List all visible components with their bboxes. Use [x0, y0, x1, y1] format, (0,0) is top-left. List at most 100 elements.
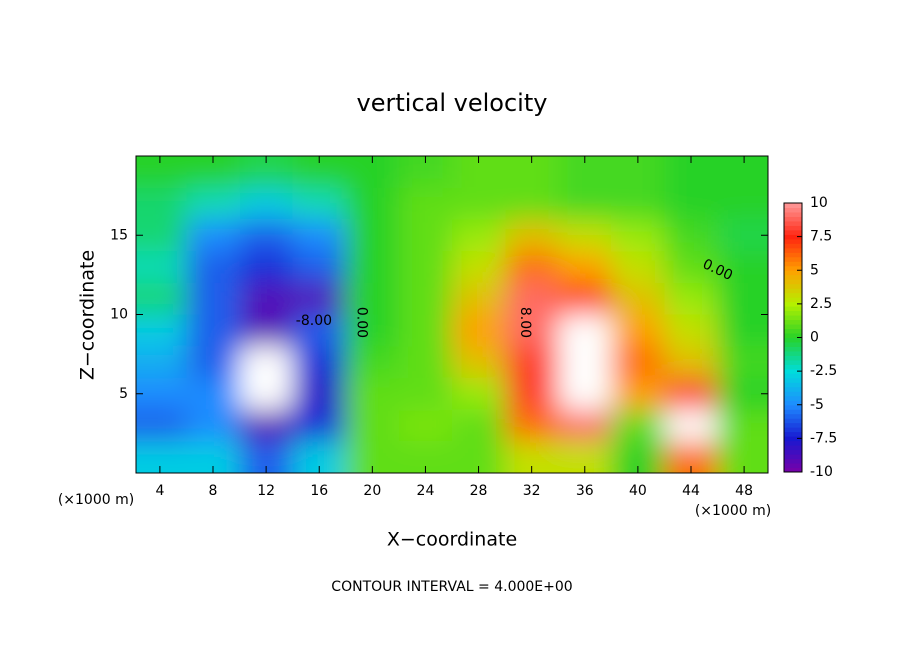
contour-label: 8.00: [517, 307, 533, 338]
field-cell: [558, 219, 612, 252]
field-cell: [398, 314, 452, 347]
y-tick-label: 5: [119, 386, 128, 402]
colorbar-segment: [784, 315, 802, 321]
colorbar-segment: [784, 436, 802, 442]
field-cell: [717, 282, 768, 315]
field-cell: [664, 282, 718, 315]
field-cell: [186, 409, 240, 442]
field-cell: [505, 314, 559, 347]
field: [136, 156, 768, 473]
field-cell: [611, 346, 665, 378]
y-axis-label: Z−coordinate: [77, 250, 99, 380]
field-cell: [292, 219, 346, 252]
x-tick-label: 4: [155, 483, 164, 499]
colorbar-segment: [784, 229, 802, 235]
field-cell: [136, 282, 187, 315]
colorbar-segment: [784, 234, 802, 240]
field-cell: [664, 409, 718, 442]
field-cell: [186, 314, 240, 347]
field-cell: [292, 282, 346, 315]
colorbar-tick-label: -10: [810, 464, 833, 480]
colorbar-segment: [784, 418, 802, 424]
colorbar-tick-label: 5: [810, 262, 819, 278]
field-cell: [558, 282, 612, 315]
field-cell: [186, 156, 240, 188]
colorbar-segment: [784, 324, 802, 330]
field-cell: [345, 282, 399, 315]
field-cell: [292, 377, 346, 410]
field-cell: [398, 409, 452, 442]
colorbar-segment: [784, 306, 802, 312]
field-cell: [664, 251, 718, 283]
field-cell: [239, 346, 293, 378]
field-cell: [345, 346, 399, 378]
field-cell: [505, 219, 559, 252]
colorbar-segment: [784, 238, 802, 244]
field-cell: [664, 346, 718, 378]
field-cell: [239, 219, 293, 252]
field-cell: [452, 251, 506, 283]
field-cell: [611, 156, 665, 188]
x-tick-label: 44: [682, 483, 700, 499]
colorbar-segment: [784, 346, 802, 352]
field-cell: [717, 219, 768, 252]
colorbar-segment: [784, 337, 802, 343]
field-cell: [558, 251, 612, 283]
colorbar-tick-label: 7.5: [810, 229, 832, 245]
colorbar-segment: [784, 449, 802, 455]
chart-title: vertical velocity: [357, 89, 548, 117]
field-cell: [452, 346, 506, 378]
field-cell: [345, 409, 399, 442]
colorbar-segment: [784, 368, 802, 374]
colorbar-segment: [784, 382, 802, 388]
colorbar-tick-label: 10: [810, 195, 828, 211]
field-cell: [664, 219, 718, 252]
field-cell: [292, 441, 346, 473]
field-cell: [398, 282, 452, 315]
field-cell: [239, 156, 293, 188]
field-cell: [398, 219, 452, 252]
colorbar-segment: [784, 265, 802, 271]
colorbar-segment: [784, 413, 802, 419]
field-cell: [558, 156, 612, 188]
field-cell: [239, 282, 293, 315]
field-cell: [611, 282, 665, 315]
colorbar-segment: [784, 247, 802, 253]
x-tick-label: 40: [629, 483, 647, 499]
field-cell: [136, 187, 187, 220]
colorbar-segment: [784, 445, 802, 451]
field-cell: [239, 187, 293, 220]
field-cell: [292, 187, 346, 220]
field-cell: [505, 282, 559, 315]
field-cell: [398, 187, 452, 220]
field-cell: [186, 346, 240, 378]
field-cell: [292, 251, 346, 283]
colorbar-segment: [784, 211, 802, 217]
field-cell: [345, 219, 399, 252]
field-cell: [558, 409, 612, 442]
colorbar-segment: [784, 274, 802, 280]
field-cell: [717, 409, 768, 442]
colorbar-segment: [784, 261, 802, 267]
contour-label: -8.00: [296, 313, 332, 329]
colorbar-segment: [784, 404, 802, 410]
field-cell: [505, 251, 559, 283]
field-cell: [611, 219, 665, 252]
y-tick-label: 10: [110, 307, 128, 323]
colorbar-segment: [784, 252, 802, 258]
field-cell: [452, 314, 506, 347]
field-cell: [717, 251, 768, 283]
colorbar-segment: [784, 463, 802, 469]
x-axis-label: X−coordinate: [387, 529, 517, 551]
field-cell: [611, 251, 665, 283]
field-cell: [558, 441, 612, 473]
colorbar-segment: [784, 409, 802, 415]
colorbar-tick-label: -2.5: [810, 363, 837, 379]
field-cell: [505, 441, 559, 473]
colorbar-segment: [784, 341, 802, 347]
field-cell: [398, 251, 452, 283]
x-tick-label: 36: [576, 483, 594, 499]
field-cell: [186, 441, 240, 473]
field-cell: [186, 377, 240, 410]
field-cell: [136, 251, 187, 283]
